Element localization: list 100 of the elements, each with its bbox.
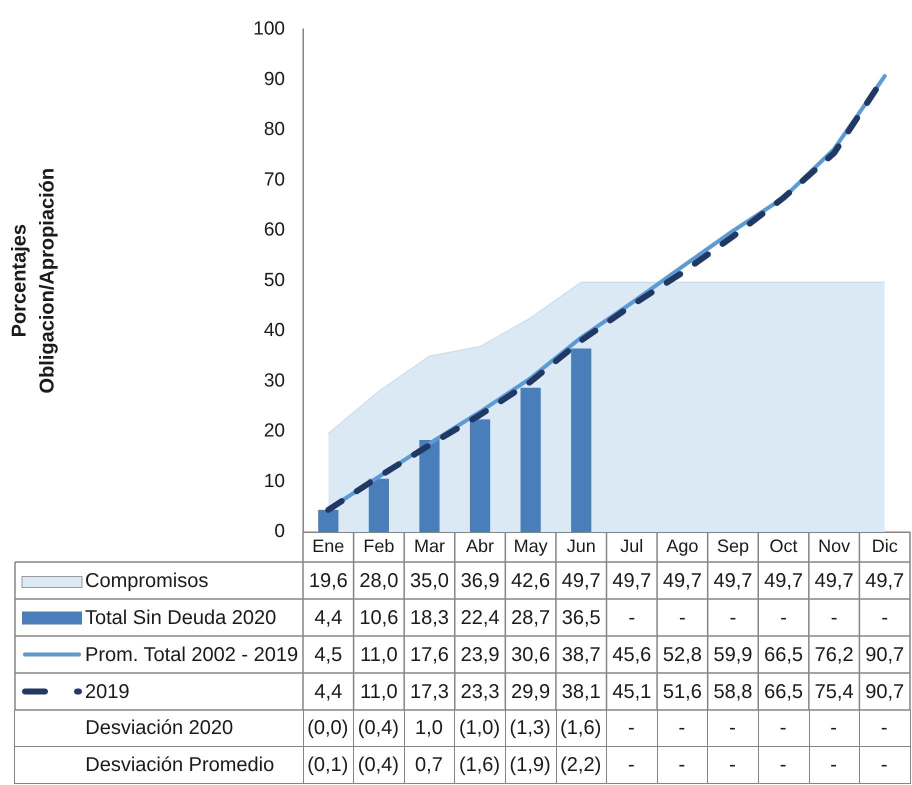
text: - — [880, 716, 888, 740]
x-tick-label: Jun — [566, 536, 596, 556]
bar — [368, 478, 389, 532]
x-tick-label: Abr — [466, 536, 494, 556]
data-label: 11,0 — [360, 644, 398, 666]
data-label: 23,9 — [460, 644, 500, 666]
data-label: 51,6 — [662, 681, 702, 704]
x-tick-label: Sep — [716, 536, 749, 556]
text: (1,6) — [560, 716, 602, 740]
data-label: 49,7 — [713, 570, 752, 592]
x-tick-label: Ene — [312, 536, 344, 556]
data-label: 36,9 — [460, 570, 500, 592]
text: 0,7 — [415, 754, 443, 776]
data-label: 49,7 — [562, 570, 601, 592]
data-label: 90,7 — [865, 644, 904, 666]
data-label: 66,5 — [764, 644, 804, 666]
text: - — [780, 607, 787, 630]
y-axis-title: Porcentajes Obligacion/Apropiación — [8, 168, 59, 394]
text: - — [628, 754, 635, 776]
text: (0,0) — [307, 716, 348, 740]
bar — [571, 348, 592, 532]
y-tick-label: 10 — [264, 470, 285, 492]
text: - — [628, 607, 636, 630]
data-label: 17,6 — [410, 644, 449, 666]
text: - — [780, 754, 786, 776]
data-label: 4,4 — [314, 681, 342, 704]
y-tick-label: 60 — [264, 220, 285, 241]
data-label: 49,7 — [662, 570, 702, 592]
legend-label: Compromisos — [85, 570, 208, 592]
text: (1,3) — [510, 716, 551, 740]
y-tick-label: 100 — [253, 18, 285, 40]
data-label: 4,5 — [314, 644, 342, 666]
data-label: 4,4 — [314, 607, 342, 630]
y-tick-label: 80 — [264, 119, 285, 140]
y-tick-label: 70 — [264, 169, 285, 190]
text: - — [628, 716, 635, 740]
data-label: 45,6 — [612, 644, 652, 666]
data-label: 45,1 — [612, 681, 652, 704]
x-tick-label: Feb — [363, 536, 394, 556]
x-tick-label: May — [514, 536, 548, 556]
data-label: 30,6 — [511, 644, 550, 666]
bar — [419, 440, 440, 532]
y-tick-label: 0 — [274, 521, 285, 542]
data-label: 58,8 — [713, 681, 752, 704]
y-tick-label: 90 — [264, 68, 285, 90]
bar — [318, 510, 338, 532]
text: - — [729, 754, 736, 776]
data-label: 75,4 — [814, 681, 854, 704]
data-label: 29,9 — [511, 681, 550, 704]
bar — [520, 388, 541, 532]
data-label: 23,3 — [460, 681, 500, 704]
data-label: 28,0 — [359, 570, 398, 592]
text: Desviación 2020 — [85, 716, 234, 740]
y-tick-label: 50 — [264, 270, 285, 291]
text: (1,0) — [458, 716, 500, 740]
data-label: 49,7 — [612, 570, 652, 592]
text: - — [830, 716, 837, 740]
data-label: 38,1 — [562, 681, 601, 704]
data-label: 59,9 — [713, 644, 752, 666]
text: - — [780, 716, 786, 740]
data-label: 52,8 — [662, 644, 702, 666]
bar — [470, 419, 490, 532]
text: - — [881, 607, 888, 630]
legend-label: Total Sin Deuda 2020 — [85, 607, 276, 630]
text: - — [830, 754, 837, 776]
text: - — [679, 607, 686, 630]
x-tick-label: Mar — [414, 536, 445, 556]
y-tick-label: 40 — [264, 320, 285, 342]
data-label: 90,7 — [865, 681, 904, 704]
data-label: 42,6 — [511, 570, 550, 592]
data-label: 66,5 — [764, 681, 804, 704]
text: (2,2) — [560, 754, 602, 776]
text: - — [678, 754, 686, 776]
text: (0,4) — [358, 716, 399, 740]
x-tick-label: Oct — [770, 536, 798, 556]
text: - — [678, 716, 686, 740]
text: - — [730, 607, 736, 630]
text: Desviación Promedio — [85, 754, 274, 776]
data-label: 22,4 — [460, 607, 500, 630]
data-label: 76,2 — [814, 644, 854, 666]
data-label: 18,3 — [410, 607, 449, 630]
data-label: 38,7 — [562, 644, 601, 666]
data-label: 36,5 — [562, 607, 601, 630]
data-label: 49,7 — [814, 570, 854, 592]
x-tick-label: Dic — [872, 536, 898, 556]
data-label: 11,0 — [360, 681, 398, 704]
legend-label: 2019 — [85, 681, 130, 704]
text: - — [830, 607, 838, 630]
data-label: 49,7 — [865, 570, 904, 592]
text: - — [880, 754, 888, 776]
legend-label: Prom. Total 2002 - 2019 — [85, 644, 298, 666]
text: (1,6) — [458, 754, 500, 776]
y-tick-label: 30 — [264, 370, 285, 392]
data-label: 35,0 — [410, 570, 449, 592]
x-tick-label: Jul — [620, 536, 644, 556]
text: (0,1) — [307, 754, 348, 776]
data-label: 28,7 — [511, 607, 550, 630]
text: 1,0 — [415, 716, 443, 740]
data-label: 17,3 — [410, 681, 449, 704]
x-tick-label: Ago — [666, 536, 698, 556]
